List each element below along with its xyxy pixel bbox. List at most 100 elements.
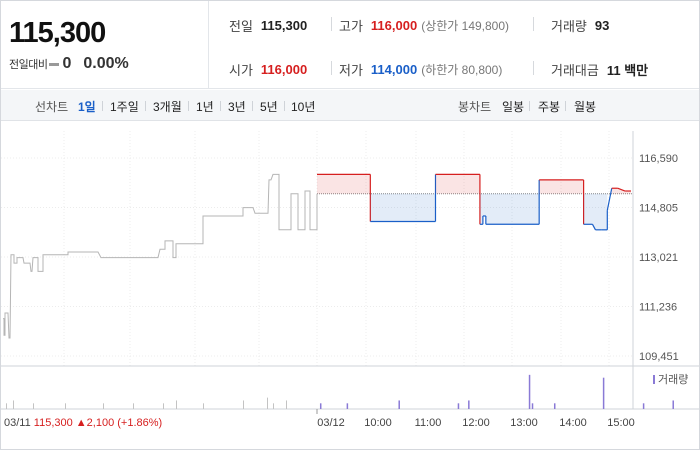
stat-label: 거래량 <box>551 19 587 34</box>
candle-weekly[interactable]: 주봉 <box>538 100 561 114</box>
area-above-prev <box>625 191 631 194</box>
flat-icon <box>49 62 60 66</box>
stat-label: 저가 <box>339 63 363 78</box>
upper-limit: (상한가 149,800) <box>421 19 510 33</box>
period-3y[interactable]: 3년 <box>228 100 246 114</box>
area-below-prev <box>583 193 593 225</box>
x-tick-label: 15:00 <box>607 417 635 429</box>
period-5y[interactable]: 5년 <box>260 100 278 114</box>
volume-bar-prev <box>267 397 268 409</box>
stat-value: 93 <box>594 18 610 33</box>
volume-bar <box>642 403 645 409</box>
price-segment <box>617 187 626 192</box>
x-tick-label: 03/12 <box>317 417 345 429</box>
volume-bar-prev <box>6 403 7 409</box>
divider <box>252 101 253 111</box>
stat-value: 116,000 <box>260 62 308 77</box>
volume-bar-prev <box>163 403 164 409</box>
current-price: 115,300 <box>9 17 106 49</box>
prev-date: 03/11 <box>4 417 34 429</box>
volume-bar <box>398 400 400 409</box>
y-tick-label: 116,590 <box>639 153 678 165</box>
chart-toolbar: 선차트 1일 1주일 3개월 1년 3년 5년 10년 봉차트 일봉 주봉 월봉 <box>1 90 699 121</box>
period-3m[interactable]: 3개월 <box>153 100 182 114</box>
price-box: 115,300 전일대비 0 0.00% <box>1 1 209 89</box>
period-10y[interactable]: 10년 <box>291 100 316 114</box>
divider <box>565 101 566 111</box>
prev-close-change: 115,300 ▲2,100 (+1.86%) <box>34 417 162 429</box>
candle-daily[interactable]: 일봉 <box>502 100 525 114</box>
volume-bar <box>602 377 605 409</box>
stat-value: 115,300 <box>260 18 308 33</box>
volume-bar-prev <box>243 400 244 409</box>
previous-day-line <box>3 173 318 339</box>
volume-legend-swatch <box>653 375 655 384</box>
volume-bar <box>346 403 349 409</box>
y-tick-label: 114,805 <box>639 203 678 215</box>
volume-bar-prev <box>65 403 66 409</box>
volume-bar <box>468 400 470 409</box>
volume-bar-prev <box>286 400 287 409</box>
change-row: 전일대비 0 0.00% <box>9 55 129 73</box>
stat-high: 고가 116,000 (상한가 149,800) <box>339 16 509 35</box>
area-below-prev <box>595 193 602 230</box>
x-tick-label: 10:00 <box>364 417 392 429</box>
area-below-prev <box>370 193 436 222</box>
change-label: 전일대비 <box>9 59 48 71</box>
line-chart-label: 선차트 <box>35 100 69 114</box>
area-below-prev <box>479 193 483 225</box>
area-below-prev <box>482 193 486 216</box>
area-below-prev <box>601 193 608 230</box>
area-below-prev <box>592 193 596 230</box>
period-1d[interactable]: 1일 <box>78 100 96 114</box>
volume-bar-prev <box>203 403 204 409</box>
divider <box>529 101 530 111</box>
area-above-prev <box>617 188 626 194</box>
stat-amount: 거래대금 11 백만 <box>551 60 648 79</box>
volume-bar <box>531 403 534 409</box>
divider <box>533 61 534 75</box>
stat-label: 전일 <box>229 19 253 34</box>
divider <box>533 17 534 31</box>
stat-value: 116,000 <box>370 18 418 33</box>
stat-prev-close: 전일 115,300 <box>229 16 307 35</box>
stat-open: 시가 116,000 <box>229 60 307 79</box>
volume-bar <box>553 403 556 409</box>
quote-stats: 전일 115,300 고가 116,000 (상한가 149,800) 거래량 … <box>209 1 699 89</box>
divider <box>331 17 332 31</box>
previous-day-info: 03/11 115,300 ▲2,100 (+1.86%) <box>4 417 162 429</box>
x-tick-label: 13:00 <box>510 417 538 429</box>
volume-bar <box>528 374 531 409</box>
stat-label: 거래대금 <box>551 63 599 78</box>
volume-bar-prev <box>133 403 134 409</box>
stat-low: 저가 114,000 (하한가 80,800) <box>339 60 502 79</box>
divider <box>102 101 103 111</box>
period-1y[interactable]: 1년 <box>196 100 214 114</box>
period-1w[interactable]: 1주일 <box>110 100 139 114</box>
change-percent: 0.00% <box>83 55 129 72</box>
y-tick-label: 109,451 <box>639 351 679 363</box>
divider <box>145 101 146 111</box>
price-segment <box>591 224 596 231</box>
volume-bar <box>319 403 322 409</box>
stat-label: 시가 <box>229 63 253 78</box>
change-value: 0 <box>62 55 72 72</box>
candle-monthly[interactable]: 월봉 <box>574 100 597 114</box>
volume-bar <box>672 400 674 409</box>
divider <box>284 101 285 111</box>
volume-bar-prev <box>176 400 177 409</box>
area-below-prev <box>485 193 540 225</box>
stat-value: 11 백만 <box>606 63 649 78</box>
divider <box>220 101 221 111</box>
area-above-prev <box>539 179 584 194</box>
area-above-prev <box>317 174 371 194</box>
lower-limit: (하한가 80,800) <box>421 63 503 77</box>
y-tick-label: 113,021 <box>639 252 678 264</box>
divider <box>331 61 332 75</box>
divider <box>188 101 189 111</box>
stat-value: 114,000 <box>370 62 418 77</box>
volume-bar-prev <box>273 403 274 409</box>
price-segment <box>606 188 613 211</box>
